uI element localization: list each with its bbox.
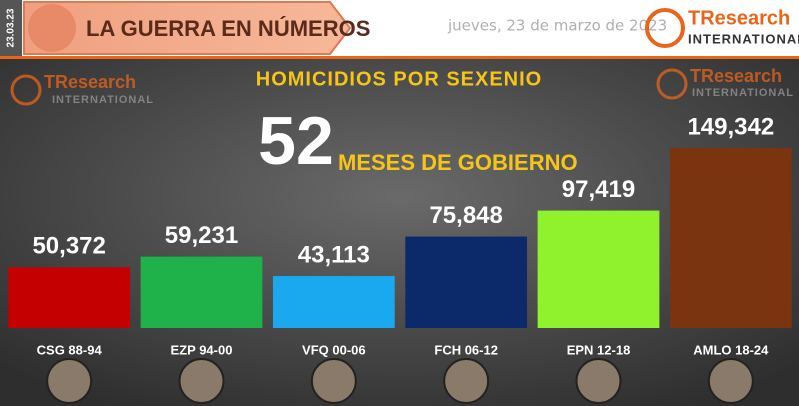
chart-bg xyxy=(0,57,799,406)
category-label: EZP 94-00 xyxy=(171,342,233,357)
bar xyxy=(669,148,792,328)
header-date: jueves, 23 de marzo de 2023 xyxy=(447,17,667,35)
portrait xyxy=(707,358,754,404)
watermark-right: TResearch INTERNATIONAL xyxy=(656,66,794,100)
value-label: 59,231 xyxy=(165,222,238,249)
logo-sub: INTERNATIONAL xyxy=(52,94,154,106)
category-label: CSG 88-94 xyxy=(37,342,103,357)
logo-name: TResearch xyxy=(688,7,790,29)
bar xyxy=(272,276,395,328)
annotation-text: MESES DE GOBIERNO xyxy=(338,150,578,175)
header-title: LA GUERRA EN NÚMEROS xyxy=(86,16,370,41)
side-strip xyxy=(0,0,22,57)
portrait xyxy=(178,358,225,404)
logo-sub: INTERNATIONAL xyxy=(692,87,794,99)
annotation-number: 52 xyxy=(258,103,334,179)
category-label: VFQ 00-06 xyxy=(302,342,366,357)
logo-name: TResearch xyxy=(690,66,782,86)
value-label: 43,113 xyxy=(298,241,370,268)
value-label: 50,372 xyxy=(32,233,105,260)
logo-icon xyxy=(656,68,688,100)
header-rule xyxy=(0,56,799,59)
side-date: 23.03.23 xyxy=(6,8,17,47)
value-label: 97,419 xyxy=(562,176,635,203)
portrait xyxy=(310,358,357,404)
value-label: 75,848 xyxy=(429,202,502,229)
map-badge xyxy=(28,4,76,52)
logo-name: TResearch xyxy=(44,72,136,92)
portrait xyxy=(443,358,490,404)
logo-icon xyxy=(10,74,42,106)
value-label: 149,342 xyxy=(687,113,774,140)
category-label: AMLO 18-24 xyxy=(693,342,769,357)
bar xyxy=(8,267,131,328)
category-label: EPN 12-18 xyxy=(567,342,631,357)
header-banner xyxy=(23,1,352,55)
logo-icon xyxy=(645,8,685,48)
category-label: FCH 06-12 xyxy=(434,342,498,357)
chart-title: HOMICIDIOS POR SEXENIO xyxy=(256,68,542,90)
header-logo: TResearch INTERNATIONAL xyxy=(645,7,799,48)
watermark-left: TResearch INTERNATIONAL xyxy=(10,72,154,106)
bar xyxy=(405,236,528,328)
bar xyxy=(537,210,660,328)
portrait xyxy=(575,358,622,404)
logo-sub: INTERNATIONAL xyxy=(688,31,799,46)
portrait xyxy=(46,358,93,404)
bar xyxy=(140,256,263,328)
